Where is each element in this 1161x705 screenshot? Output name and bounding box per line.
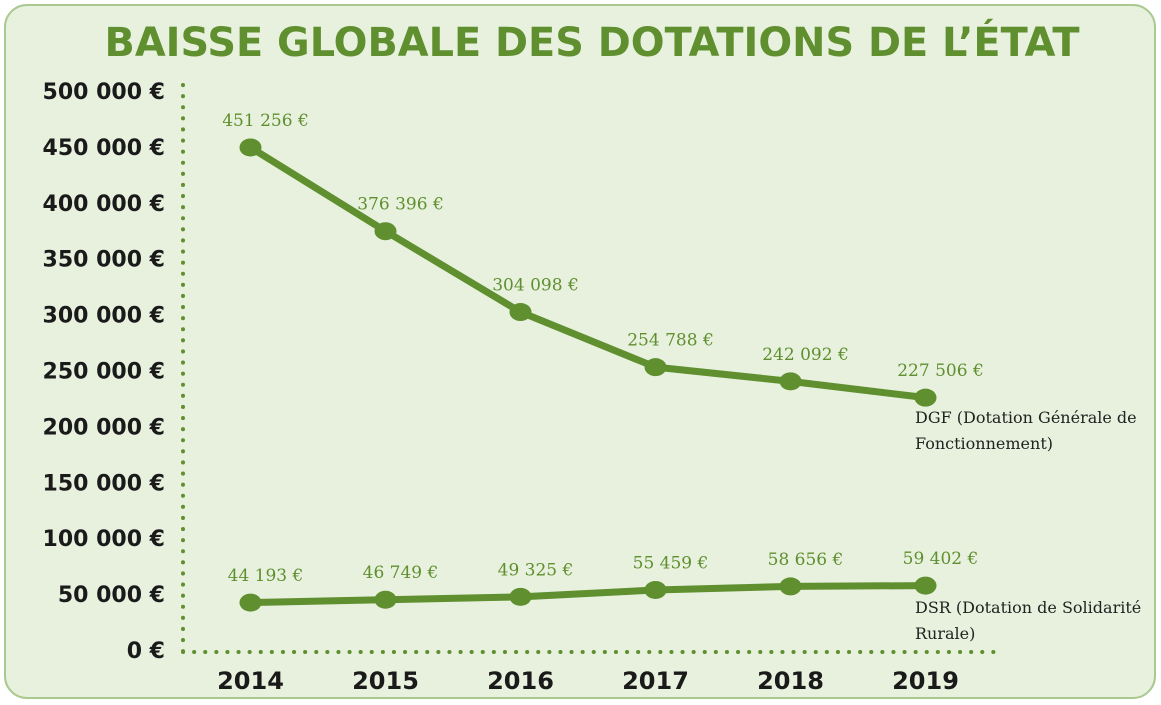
- data-point: [374, 590, 397, 609]
- data-point: [644, 358, 667, 377]
- data-point: [779, 372, 802, 391]
- data-point: [644, 580, 667, 599]
- data-label: 59 402 €: [903, 549, 979, 569]
- data-label: 376 396 €: [357, 195, 444, 215]
- legend-label: DGF (Dotation Générale de Fonctionnement…: [915, 408, 1137, 453]
- series-line: [247, 143, 929, 402]
- data-label: 46 749 €: [363, 563, 439, 583]
- y-tick-label: 0 €: [127, 639, 165, 664]
- series-line: [247, 582, 929, 607]
- x-tick-label: 2017: [622, 667, 689, 695]
- y-tick-label: 150 000 €: [43, 471, 165, 496]
- data-point: [374, 222, 397, 241]
- data-label: 44 193 €: [228, 566, 304, 586]
- data-point: [914, 388, 937, 407]
- data-label: 55 459 €: [633, 553, 709, 573]
- data-point: [509, 303, 532, 322]
- chart-title: BAISSE GLOBALE DES DOTATIONS DE L’ÉTAT: [105, 18, 1081, 66]
- y-tick-label: 200 000 €: [43, 415, 165, 440]
- data-label: 58 656 €: [768, 550, 844, 570]
- data-label: 227 506 €: [897, 361, 984, 381]
- legend-label: DSR (Dotation de Solidarité Rurale): [915, 598, 1142, 643]
- data-point: [779, 577, 802, 596]
- y-tick-label: 250 000 €: [43, 360, 165, 385]
- data-label: 451 256 €: [222, 111, 309, 131]
- y-tick-label: 100 000 €: [43, 527, 165, 552]
- y-tick-label: 450 000 €: [43, 136, 165, 161]
- y-tick-label: 350 000 €: [43, 248, 165, 273]
- data-point: [239, 138, 262, 157]
- y-tick-label: 500 000 €: [43, 80, 165, 105]
- x-tick-label: 2016: [487, 667, 554, 695]
- y-tick-label: 400 000 €: [43, 192, 165, 217]
- background: [4, 4, 1156, 699]
- data-point: [914, 576, 937, 595]
- y-tick-label: 50 000 €: [58, 583, 165, 608]
- data-label: 242 092 €: [762, 345, 849, 365]
- data-label: 254 788 €: [627, 331, 714, 351]
- y-tick-label: 300 000 €: [43, 304, 165, 329]
- x-tick-label: 2019: [892, 667, 959, 695]
- data-point: [509, 587, 532, 606]
- x-tick-label: 2014: [217, 667, 284, 695]
- data-label: 49 325 €: [498, 560, 574, 580]
- data-label: 304 098 €: [492, 276, 579, 296]
- x-tick-label: 2018: [757, 667, 824, 695]
- data-point: [239, 593, 262, 612]
- x-tick-label: 2015: [352, 667, 419, 695]
